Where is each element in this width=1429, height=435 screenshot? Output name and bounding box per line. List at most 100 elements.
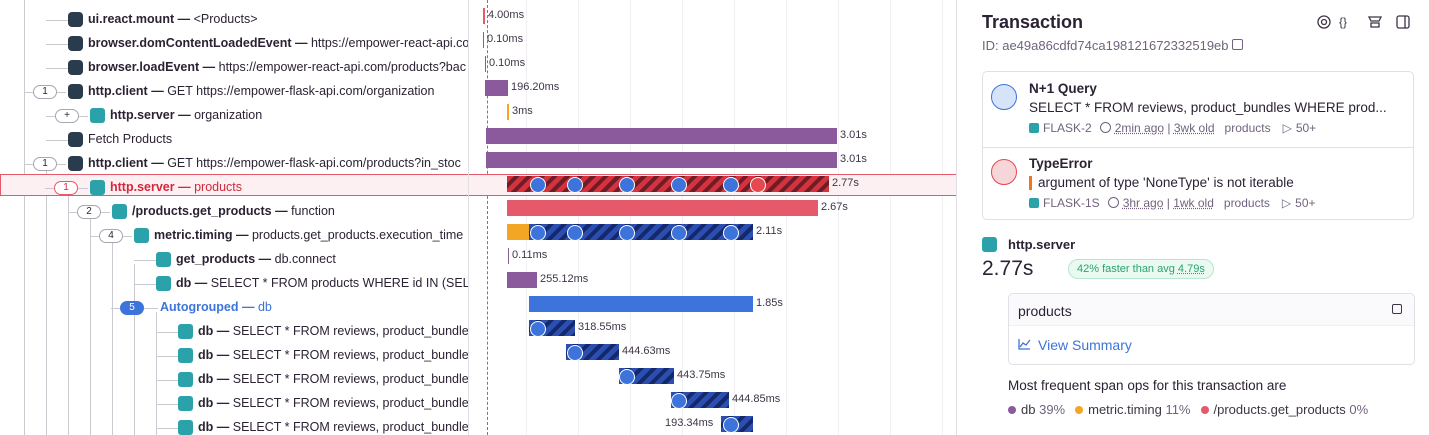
transaction: products <box>1223 196 1270 210</box>
separator: — <box>216 372 230 386</box>
perf-issue-icon <box>991 84 1017 110</box>
tree-line <box>68 192 69 435</box>
warning-icon[interactable] <box>530 177 546 193</box>
span-description: organization <box>194 108 263 122</box>
span-toggle[interactable]: 1 <box>33 157 57 171</box>
span-duration: 3ms <box>512 105 533 117</box>
grid-line <box>838 0 839 435</box>
span-description: GET https://empower-flask-api.com/produc… <box>167 156 461 170</box>
panel-actions[interactable]: {} <box>1317 14 1417 30</box>
separator: — <box>178 108 191 122</box>
comparison-badge: 42% faster than avg 4.79s <box>1068 259 1214 279</box>
span-op: http.client <box>88 84 148 98</box>
toggle-count: 2 <box>86 206 92 217</box>
span-duration: 193.34ms <box>665 417 714 429</box>
warning-icon[interactable] <box>723 225 739 241</box>
warning-icon[interactable] <box>619 225 635 241</box>
tree-branch <box>46 116 55 117</box>
tree-branch <box>90 236 99 237</box>
tree-branch <box>24 164 33 165</box>
python-icon <box>90 108 105 123</box>
span-bar <box>485 56 486 72</box>
warning-icon[interactable] <box>567 345 583 361</box>
span-label: /products.get_products — function <box>132 204 335 218</box>
view-summary-link[interactable]: View Summary <box>1038 337 1132 353</box>
span-description: SELECT * FROM products WHERE id IN (SELE… <box>210 276 468 290</box>
span-duration: 3.01s <box>840 153 867 165</box>
tree-branch <box>156 428 178 429</box>
python-icon <box>156 252 171 267</box>
issue-title[interactable]: TypeError <box>1029 156 1093 171</box>
clock-icon <box>1099 122 1111 133</box>
span-toggle[interactable]: 2 <box>77 205 101 219</box>
span-op: http.server <box>1008 237 1076 252</box>
warning-icon[interactable] <box>567 225 583 241</box>
tree-branch <box>46 20 68 21</box>
span-op: db <box>198 420 214 434</box>
tree-branch <box>57 164 66 165</box>
warning-icon[interactable] <box>567 177 583 193</box>
copy-icon[interactable] <box>1232 39 1244 50</box>
last-seen: 3hr ago <box>1122 196 1164 210</box>
span-duration: 255.12ms <box>540 273 589 285</box>
error-icon[interactable] <box>750 177 766 193</box>
warning-icon[interactable] <box>671 393 687 409</box>
chart-icon <box>1018 339 1031 350</box>
separator: — <box>216 420 230 434</box>
tree-branch <box>57 92 66 93</box>
separator: — <box>216 324 230 338</box>
divider <box>1009 325 1414 326</box>
span-description: SELECT * FROM reviews, product_bundles <box>232 372 468 386</box>
event-count: 50+ <box>1295 121 1317 135</box>
divider <box>983 147 1413 148</box>
warning-icon[interactable] <box>530 321 546 337</box>
span-bar <box>507 200 818 216</box>
react-icon <box>68 84 83 99</box>
react-icon <box>68 156 83 171</box>
issue-title[interactable]: N+1 Query <box>1029 81 1097 96</box>
span-duration: 444.85ms <box>732 393 781 405</box>
warning-icon[interactable] <box>671 225 687 241</box>
span-label: http.server — organization <box>110 108 262 122</box>
op-share: 11% <box>1165 402 1191 417</box>
now-marker <box>487 0 488 435</box>
tree-line <box>24 0 25 435</box>
span-op: get_products <box>176 252 256 266</box>
separator: — <box>216 348 230 362</box>
warning-icon[interactable] <box>723 177 739 193</box>
span-description: db.connect <box>274 252 336 266</box>
grid-line <box>630 0 631 435</box>
span-op: http.server <box>110 108 175 122</box>
first-seen: 1wk old <box>1173 196 1214 210</box>
warning-icon[interactable] <box>619 177 635 193</box>
warning-icon[interactable] <box>619 369 635 385</box>
span-description: db <box>257 300 272 314</box>
span-toggle[interactable]: 4 <box>99 229 123 243</box>
span-op: http.client <box>88 156 148 170</box>
span-toggle[interactable]: 1 <box>33 85 57 99</box>
transaction-id: ID: ae49a86cdfd74ca198121672332519eb <box>982 38 1244 53</box>
span-bar <box>486 152 837 168</box>
span-toggle[interactable]: 5 <box>120 301 144 315</box>
span-op: metric.timing <box>154 228 233 242</box>
span-label: db — SELECT * FROM reviews, product_bund… <box>198 348 468 362</box>
span-label: db — SELECT * FROM reviews, product_bund… <box>198 324 468 338</box>
span-description: products <box>194 180 243 194</box>
warning-icon[interactable] <box>723 417 739 433</box>
span-toggle[interactable]: 1 <box>54 181 78 195</box>
span-toggle[interactable]: + <box>55 109 79 123</box>
grid-line <box>526 0 527 435</box>
event-count: 50+ <box>1295 196 1316 210</box>
comparison-text: 42% faster than avg <box>1077 263 1175 275</box>
react-icon <box>68 60 83 75</box>
tree-branch <box>134 284 156 285</box>
warning-icon[interactable] <box>671 177 687 193</box>
toggle-count: + <box>64 110 70 121</box>
span-description: Fetch Products <box>88 132 173 146</box>
selected-row <box>0 174 468 196</box>
span-op: db <box>198 396 214 410</box>
warning-icon[interactable] <box>530 225 546 241</box>
copy-icon[interactable] <box>1392 304 1402 314</box>
separator: — <box>194 276 208 290</box>
